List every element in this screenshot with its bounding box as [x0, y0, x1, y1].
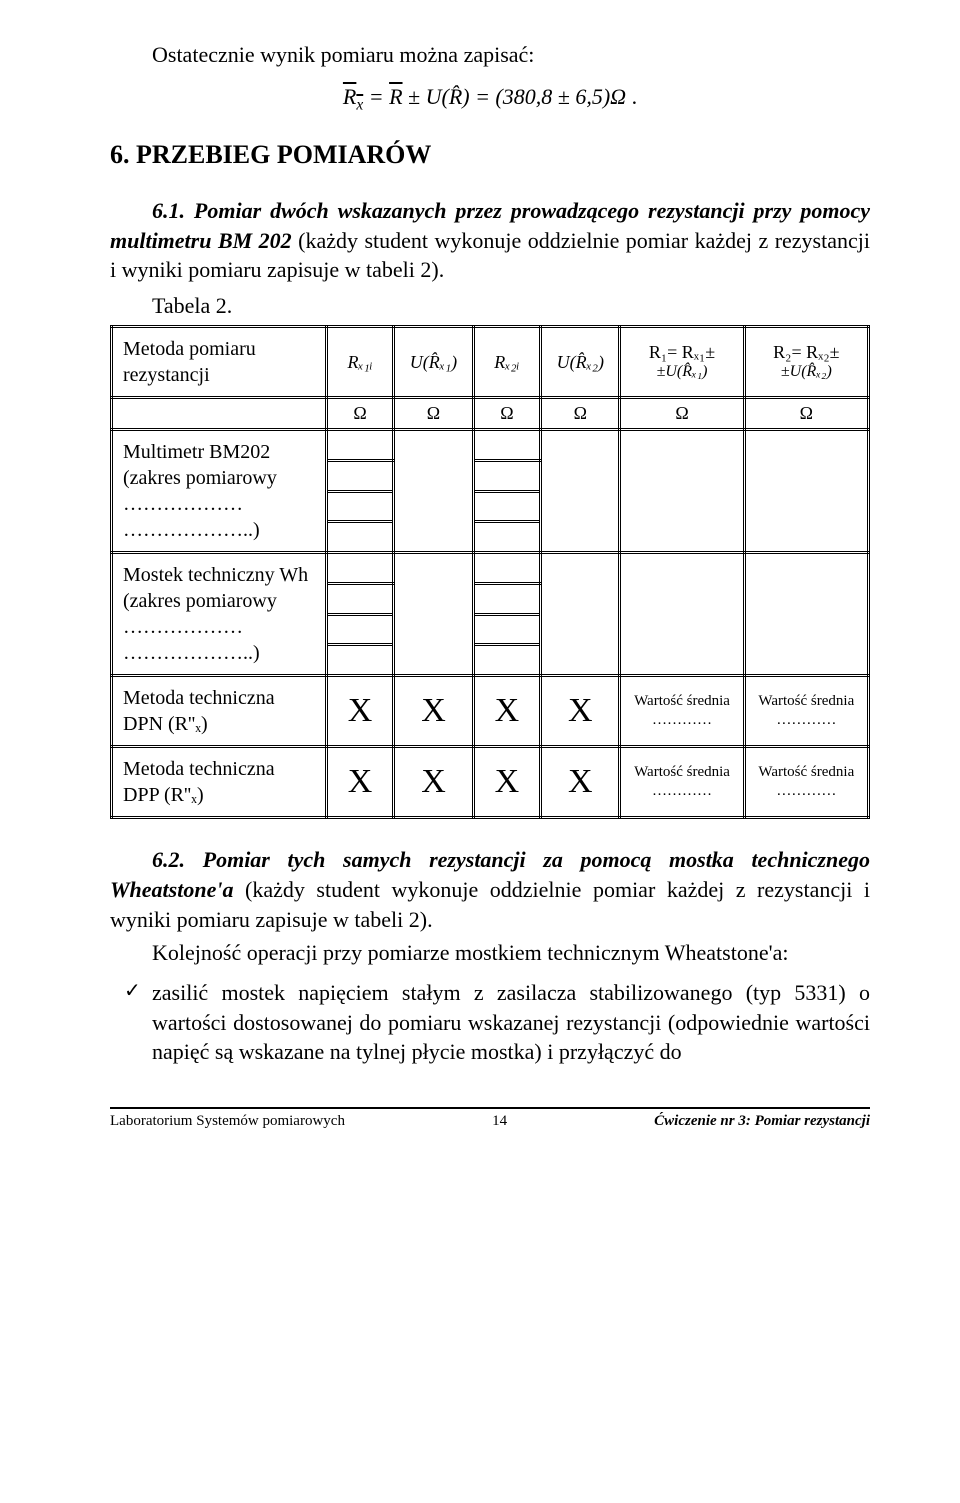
- footer-page-number: 14: [492, 1113, 507, 1130]
- label-mostek: Mostek techniczny Wh (zakres pomiarowy ……: [112, 553, 327, 676]
- x-cell: X: [473, 747, 541, 818]
- cell: [326, 614, 394, 645]
- cell: [473, 614, 541, 645]
- unit-c3: Ω: [394, 398, 473, 430]
- th-urx1: U(R̂ₓ₁): [394, 327, 473, 398]
- cell: [473, 553, 541, 584]
- cell: [744, 553, 868, 676]
- bullet-list: zasilić mostek napięciem stałym z zasila…: [110, 978, 870, 1067]
- cell: [473, 583, 541, 614]
- unit-c7: Ω: [744, 398, 868, 430]
- cell: [326, 430, 394, 461]
- cell: [620, 553, 744, 676]
- row-dpp: Metoda techniczna DPP (R''ₓ) X X X X War…: [112, 747, 869, 818]
- table-header-row: Metoda pomiaru rezystancji Rₓ₁ᵢ U(R̂ₓ₁) …: [112, 327, 869, 398]
- x-cell: X: [473, 676, 541, 747]
- p-kolej: Kolejność operacji przy pomiarze mostkie…: [110, 938, 870, 968]
- cell: [473, 491, 541, 522]
- cell: [326, 553, 394, 584]
- bullet-1: zasilić mostek napięciem stałym z zasila…: [110, 978, 870, 1067]
- page-footer: Laboratorium Systemów pomiarowych 14 Ćwi…: [110, 1107, 870, 1130]
- cell: [473, 522, 541, 553]
- row-multimetr-1: Multimetr BM202 (zakres pomiarowy …………………: [112, 430, 869, 461]
- unit-c4: Ω: [473, 398, 541, 430]
- cell: [620, 430, 744, 553]
- unit-c2: Ω: [326, 398, 394, 430]
- cell: [473, 645, 541, 676]
- footer-right: Ćwiczenie nr 3: Pomiar rezystancji: [654, 1113, 870, 1130]
- th-method: Metoda pomiaru rezystancji: [112, 327, 327, 398]
- cell: [326, 583, 394, 614]
- row-mostek-1: Mostek techniczny Wh (zakres pomiarowy ……: [112, 553, 869, 584]
- x-cell: X: [394, 676, 473, 747]
- x-cell: X: [541, 747, 620, 818]
- th-rx2i: Rₓ₂ᵢ: [473, 327, 541, 398]
- th-r1: R₁= Rₓ₁±±U(R̂ₓ₁): [620, 327, 744, 398]
- intro-line: Ostatecznie wynik pomiaru można zapisać:: [110, 40, 870, 70]
- cell: [326, 522, 394, 553]
- section-6-title: 6. PRZEBIEG POMIARÓW: [110, 140, 870, 170]
- cell: [326, 491, 394, 522]
- table-2: Metoda pomiaru rezystancji Rₓ₁ᵢ U(R̂ₓ₁) …: [110, 325, 870, 819]
- page: Ostatecznie wynik pomiaru można zapisać:…: [0, 0, 960, 1160]
- label-dpp: Metoda techniczna DPP (R''ₓ): [112, 747, 327, 818]
- unit-blank: [112, 398, 327, 430]
- wart-cell: Wartość średnia …………: [620, 747, 744, 818]
- th-rx1i: Rₓ₁ᵢ: [326, 327, 394, 398]
- subsection-6-1: 6.1. Pomiar dwóch wskazanych przez prowa…: [110, 196, 870, 285]
- cell: [744, 430, 868, 553]
- x-cell: X: [394, 747, 473, 818]
- table-2-label: Tabela 2.: [110, 293, 870, 319]
- x-cell: X: [541, 676, 620, 747]
- result-formula: Rx = R ± U(R̂) = (380,8 ± 6,5)Ω .: [110, 84, 870, 114]
- cell: [394, 553, 473, 676]
- row-dpn: Metoda techniczna DPN (R''ₓ) X X X X War…: [112, 676, 869, 747]
- label-multimetr: Multimetr BM202 (zakres pomiarowy …………………: [112, 430, 327, 553]
- cell: [326, 460, 394, 491]
- footer-left: Laboratorium Systemów pomiarowych: [110, 1113, 345, 1130]
- cell: [473, 430, 541, 461]
- cell: [541, 553, 620, 676]
- subsection-6-2: 6.2. Pomiar tych samych rezystancji za p…: [110, 845, 870, 934]
- cell: [541, 430, 620, 553]
- unit-c6: Ω: [620, 398, 744, 430]
- th-urx2: U(R̂ₓ₂): [541, 327, 620, 398]
- wart-cell: Wartość średnia …………: [744, 676, 868, 747]
- x-cell: X: [326, 676, 394, 747]
- cell: [473, 460, 541, 491]
- label-dpn: Metoda techniczna DPN (R''ₓ): [112, 676, 327, 747]
- table-units-row: Ω Ω Ω Ω Ω Ω: [112, 398, 869, 430]
- th-r2: R₂= Rₓ₂±±U(R̂ₓ₂): [744, 327, 868, 398]
- cell: [326, 645, 394, 676]
- x-cell: X: [326, 747, 394, 818]
- unit-c5: Ω: [541, 398, 620, 430]
- wart-cell: Wartość średnia …………: [744, 747, 868, 818]
- wart-cell: Wartość średnia …………: [620, 676, 744, 747]
- cell: [394, 430, 473, 553]
